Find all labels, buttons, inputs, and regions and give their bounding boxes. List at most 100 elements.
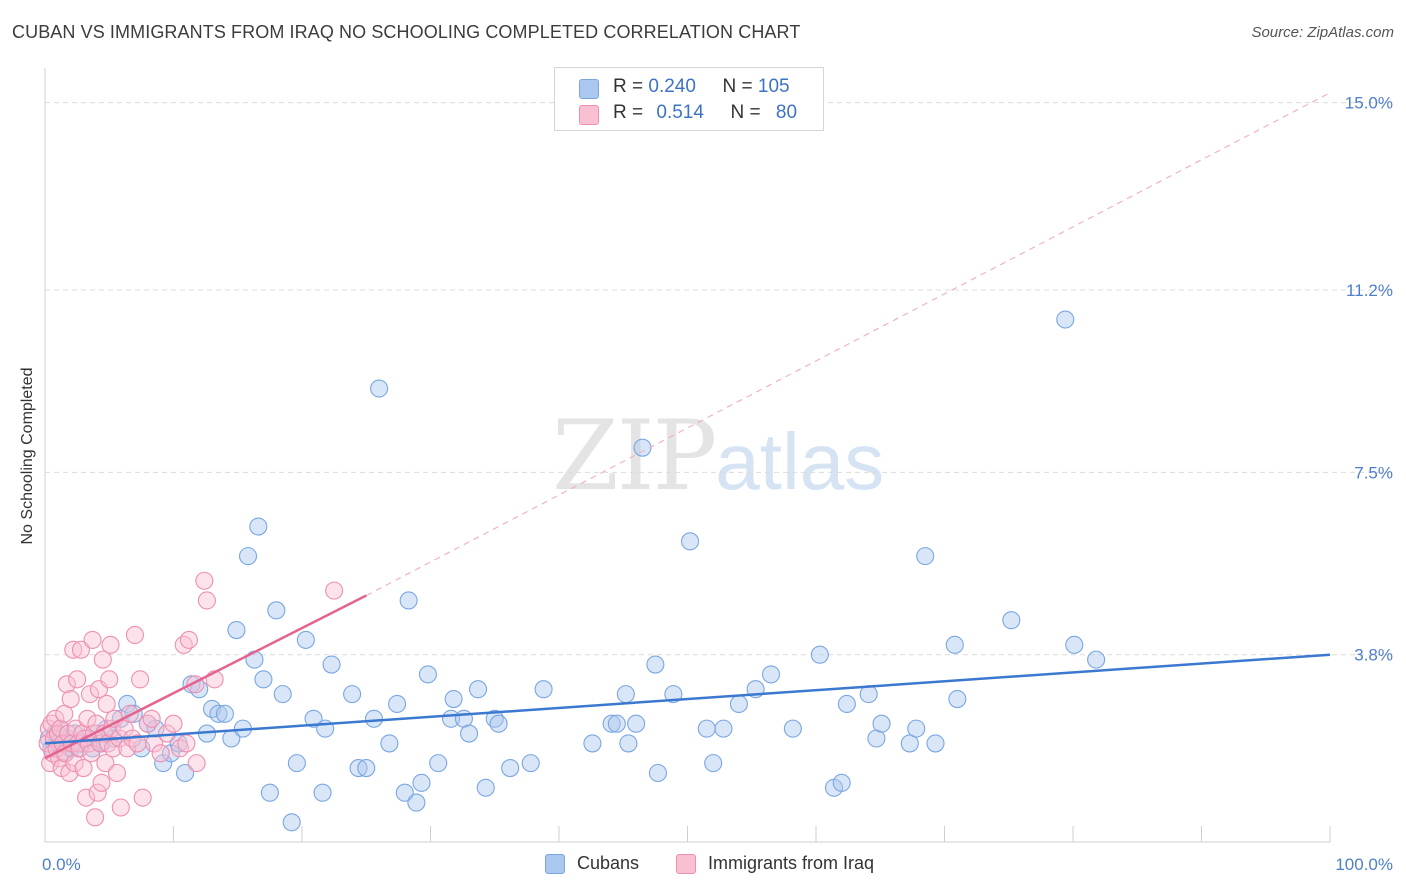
legend-r-value-cubans: 0.240 — [648, 76, 696, 97]
cuban-point — [176, 763, 195, 783]
cuban-point — [602, 714, 621, 733]
cuban-point — [468, 680, 488, 699]
cuban-point — [399, 591, 418, 610]
cuban-point — [287, 754, 306, 773]
iraq-point — [100, 670, 119, 689]
iraq-point — [151, 744, 170, 763]
cuban-point — [627, 714, 646, 733]
iraq-point — [120, 704, 139, 723]
x-tick-label-max: 100.0% — [1335, 855, 1393, 874]
source-label: Source: ZipAtlas.com — [1251, 24, 1394, 41]
legend-r-value-iraq: 0.514 — [656, 102, 704, 123]
cuban-point — [646, 655, 665, 674]
cuban-point — [267, 601, 286, 620]
watermark: ZIPatlas — [552, 400, 884, 512]
iraq-point — [133, 788, 152, 807]
cuban-point — [215, 704, 234, 723]
cuban-point — [534, 680, 553, 699]
cuban-point — [1087, 650, 1106, 669]
cuban-point — [429, 754, 448, 773]
cuban-point — [343, 685, 362, 704]
cuban-point — [313, 783, 332, 802]
cuban-point — [583, 734, 602, 753]
cuban-point — [161, 744, 180, 763]
iraq-point — [57, 675, 76, 694]
cuban-point — [227, 621, 246, 640]
cuban-point — [412, 773, 431, 792]
bottom-legend-swatch-cubans — [545, 854, 565, 874]
cuban-point — [407, 793, 426, 812]
cuban-point — [388, 694, 407, 714]
y-tick-label: 3.8% — [1354, 646, 1393, 665]
cuban-point — [783, 719, 802, 738]
iraq-point — [325, 581, 344, 600]
legend-swatch-iraq — [579, 105, 599, 125]
iraq-point — [86, 808, 105, 827]
cuban-point — [832, 773, 851, 792]
cuban-point — [945, 635, 964, 654]
iraq-point — [80, 685, 100, 704]
cuban-point — [364, 709, 384, 728]
legend-n-label: N = — [730, 102, 761, 123]
iraq-point — [46, 709, 65, 728]
iraq-trend-extension — [365, 92, 1331, 597]
legend-r-label: R = — [613, 76, 644, 97]
legend-text-iraq: R = 0.514 N = 80 — [613, 102, 797, 124]
iraq-point — [177, 734, 196, 753]
cuban-point — [254, 670, 273, 689]
iraq-point — [195, 571, 214, 590]
cuban-point — [444, 690, 463, 709]
legend-n-value-cubans: 105 — [757, 76, 790, 97]
cuban-point — [370, 379, 389, 398]
legend-r-label: R = — [613, 102, 644, 123]
cuban-point — [1002, 611, 1021, 630]
y-tick-label: 7.5% — [1354, 463, 1393, 482]
iraq-point — [142, 709, 161, 728]
cuban-point — [926, 734, 945, 753]
iraq-trend-line — [44, 594, 367, 760]
cuban-point — [916, 547, 935, 566]
cuban-point — [296, 630, 315, 649]
cuban-point — [1056, 310, 1075, 329]
iraq-point — [131, 670, 150, 689]
cuban-point — [697, 719, 716, 738]
cuban-point — [418, 665, 437, 684]
cuban-point — [245, 650, 264, 669]
cuban-point — [349, 759, 368, 778]
chart-title: CUBAN VS IMMIGRANTS FROM IRAQ NO SCHOOLI… — [12, 22, 801, 42]
iraq-point — [88, 783, 107, 802]
iraq-point — [125, 625, 144, 645]
cuban-point — [729, 694, 748, 714]
cuban-point — [238, 547, 258, 566]
iraq-point — [187, 754, 206, 773]
cuban-point — [907, 719, 926, 738]
iraq-point — [96, 754, 115, 773]
cuban-point — [664, 685, 683, 704]
cuban-point — [380, 734, 399, 753]
iraq-point — [93, 650, 112, 669]
iraq-point — [60, 763, 79, 783]
y-tick-label: 11.2% — [1346, 281, 1393, 300]
correlation-legend: R = 0.240 N = 105 R = 0.514 N = 80 — [554, 67, 824, 131]
iraq-point — [118, 739, 137, 758]
cuban-point — [489, 714, 508, 733]
iraq-point — [164, 714, 183, 733]
cuban-point — [282, 813, 301, 832]
iraq-point — [71, 640, 91, 659]
cuban-point — [1065, 635, 1084, 654]
iraq-point — [61, 690, 80, 709]
cuban-point — [476, 778, 495, 797]
iraq-point — [179, 630, 198, 649]
cuban-point — [459, 724, 479, 743]
cuban-point — [395, 783, 414, 802]
cuban-point — [501, 759, 520, 778]
cuban-point — [872, 714, 891, 733]
cuban-point — [521, 754, 540, 773]
legend-swatch-cubans — [579, 79, 599, 99]
cuban-point — [681, 532, 700, 551]
cuban-trend-line — [44, 653, 1331, 745]
cuban-point — [948, 690, 967, 709]
cuban-point — [633, 438, 652, 457]
cuban-point — [704, 754, 723, 773]
